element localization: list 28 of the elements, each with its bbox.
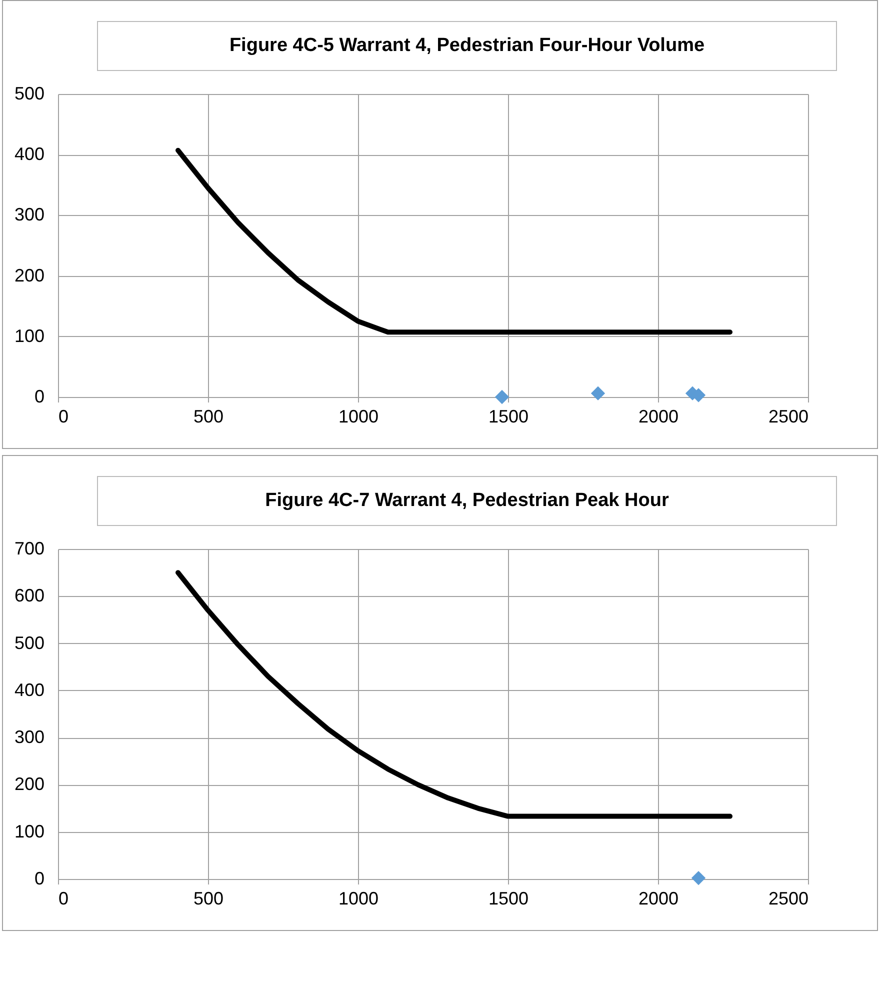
x-tick-label: 0 bbox=[58, 406, 69, 426]
x-tick-label: 2500 bbox=[768, 888, 808, 908]
y-tick-label: 0 bbox=[34, 868, 44, 888]
x-tick-label: 1500 bbox=[488, 406, 529, 426]
x-tick-label: 2000 bbox=[638, 406, 679, 426]
x-tick-label: 1000 bbox=[338, 888, 379, 908]
chart-title: Figure 4C-7 Warrant 4, Pedestrian Peak Hour bbox=[97, 476, 837, 526]
x-tick-label: 500 bbox=[193, 888, 224, 908]
y-tick-label: 200 bbox=[14, 265, 44, 286]
y-tick-label: 300 bbox=[14, 727, 44, 748]
x-tick-label: 500 bbox=[193, 406, 224, 426]
y-tick-label: 0 bbox=[34, 386, 44, 406]
x-tick-label: 2500 bbox=[768, 406, 808, 426]
chart-title: Figure 4C-5 Warrant 4, Pedestrian Four-Hour Volume bbox=[97, 21, 837, 71]
y-tick-label: 500 bbox=[14, 632, 44, 653]
x-tick-label: 0 bbox=[58, 888, 69, 908]
y-tick-label: 600 bbox=[14, 586, 44, 606]
x-tick-label: 1000 bbox=[338, 406, 379, 426]
x-tick-label: 1500 bbox=[488, 888, 529, 908]
y-tick-label: 500 bbox=[14, 84, 44, 104]
y-tick-label: 100 bbox=[14, 821, 44, 842]
y-tick-label: 200 bbox=[14, 774, 44, 794]
y-tick-label: 400 bbox=[14, 680, 44, 700]
y-tick-label: 100 bbox=[14, 326, 44, 346]
y-tick-label: 300 bbox=[14, 204, 44, 225]
x-tick-label: 2000 bbox=[638, 888, 679, 908]
y-tick-label: 700 bbox=[14, 538, 44, 558]
y-tick-label: 400 bbox=[14, 144, 44, 164]
